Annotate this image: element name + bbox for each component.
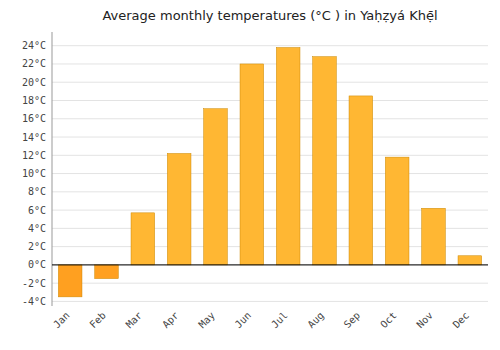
grid-line: [52, 45, 488, 46]
y-tick-label: 10°C: [22, 168, 46, 179]
y-tick-label: 8°C: [28, 186, 46, 197]
y-tick-label: 12°C: [22, 150, 46, 161]
x-tick-label: Dec: [451, 310, 472, 331]
bar: [385, 157, 409, 265]
x-tick-label: Nov: [414, 310, 435, 331]
x-tick-label: Oct: [378, 310, 399, 331]
x-tick-label: May: [196, 310, 217, 331]
bar: [276, 48, 300, 265]
grid-line: [52, 264, 488, 265]
grid-line: [52, 155, 488, 156]
x-tick-label: Mar: [124, 310, 145, 331]
x-tick-label: Apr: [160, 310, 181, 331]
y-tick-label: -4°C: [22, 296, 46, 307]
bar: [458, 256, 482, 265]
bar: [204, 109, 228, 265]
grid: [52, 46, 488, 302]
y-tick-label: 2°C: [28, 241, 46, 252]
y-tick-label: 24°C: [22, 40, 46, 51]
bar: [167, 153, 191, 264]
x-tick-label: Jun: [233, 310, 254, 331]
x-tick-label: Jan: [51, 310, 72, 331]
bar: [349, 96, 373, 265]
bar: [240, 64, 264, 265]
y-tick-label: 18°C: [22, 95, 46, 106]
title: Average monthly temperatures (°C ) in Ya…: [102, 8, 437, 23]
grid-line: [52, 63, 488, 64]
y-tick-label: 22°C: [22, 58, 46, 69]
bar: [58, 265, 82, 297]
bar: [313, 57, 337, 265]
grid-line: [52, 100, 488, 101]
grid-line: [52, 283, 488, 284]
grid-line: [52, 173, 488, 174]
y-tick-label: 6°C: [28, 205, 46, 216]
chart: Average monthly temperatures (°C ) in Ya…: [0, 0, 500, 350]
y-tick-label: 16°C: [22, 113, 46, 124]
y-tick-label: 20°C: [22, 77, 46, 88]
bar: [95, 265, 119, 279]
grid-line: [52, 118, 488, 119]
bar: [131, 213, 155, 265]
x-tick-label: Aug: [305, 310, 326, 331]
grid-line: [52, 301, 488, 302]
y-tick-label: -2°C: [22, 278, 46, 289]
x-tick-label: Feb: [87, 310, 108, 331]
bar: [422, 208, 446, 265]
y-tick-label: 14°C: [22, 132, 46, 143]
zero-line: [52, 264, 488, 265]
grid-line: [52, 137, 488, 138]
bars: [58, 48, 481, 297]
grid-line: [52, 82, 488, 83]
grid-line: [52, 191, 488, 192]
y-tick-label: 4°C: [28, 223, 46, 234]
x-tick-label: Sep: [342, 310, 363, 331]
y-tick-label: 0°C: [28, 259, 46, 270]
x-tick-label: Jul: [269, 310, 290, 331]
